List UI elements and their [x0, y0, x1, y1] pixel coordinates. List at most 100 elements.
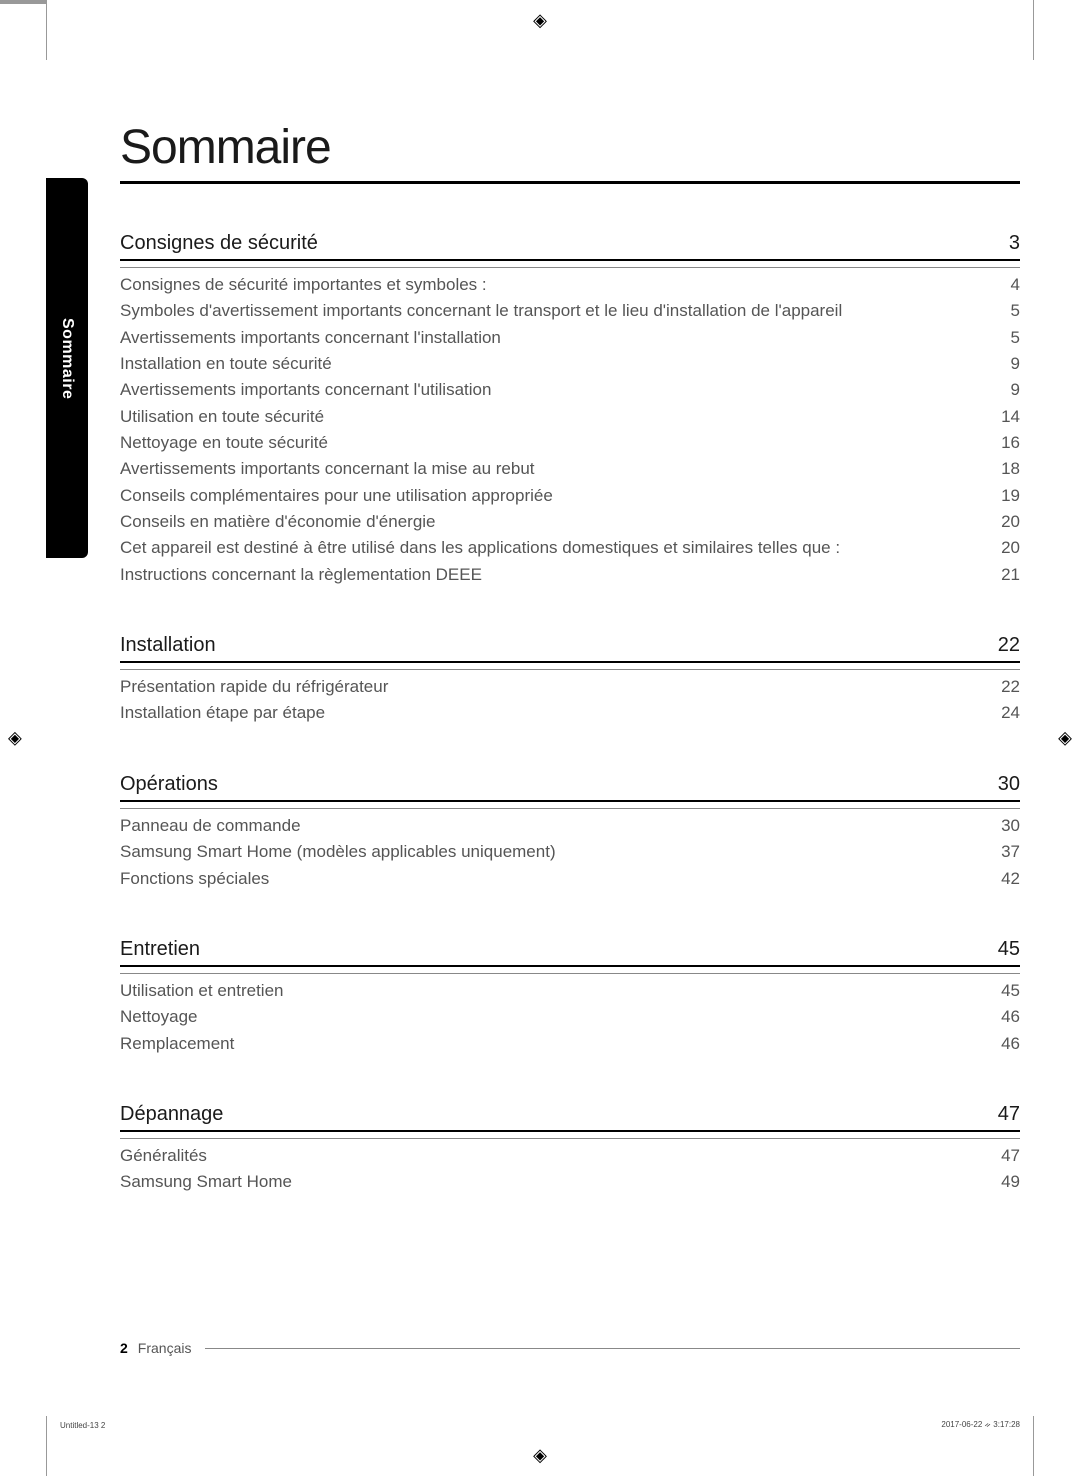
toc-subrule: [120, 669, 1020, 670]
toc-entry-label: Panneau de commande: [120, 813, 1001, 839]
toc-section: Opérations30 Panneau de commande30Samsung…: [120, 773, 1020, 892]
toc-entry-page: 14: [1001, 404, 1020, 430]
registration-mark-left-icon: ◈: [8, 728, 22, 749]
toc-entry-page: 30: [1001, 813, 1020, 839]
toc-entry-page: 9: [1011, 351, 1020, 377]
toc-section-header: Dépannage 47: [120, 1103, 1020, 1132]
toc-section-title: Dépannage: [120, 1103, 223, 1126]
toc-entry-page: 20: [1001, 535, 1020, 561]
page-content: Sommaire Consignes de sécurité3Consignes…: [120, 120, 1020, 1356]
page-footer: 2 Français: [120, 1340, 1020, 1356]
toc-entry-page: 9: [1011, 377, 1020, 403]
toc-entry-label: Conseils en matière d'économie d'énergie: [120, 509, 1001, 535]
toc-entry: Remplacement46: [120, 1031, 1020, 1057]
toc-subrule: [120, 267, 1020, 268]
crop-mark-icon: [1033, 0, 1034, 60]
toc-entry: Consignes de sécurité importantes et sym…: [120, 272, 1020, 298]
toc-section-header: Entretien45: [120, 938, 1020, 967]
toc-subrule: [120, 808, 1020, 809]
toc-entry-page: 21: [1001, 562, 1020, 588]
toc-entry: Présentation rapide du réfrigérateur22: [120, 674, 1020, 700]
toc-entry: Nettoyage46: [120, 1004, 1020, 1030]
toc-section-page: 47: [998, 1103, 1020, 1126]
toc-entry-page: 18: [1001, 456, 1020, 482]
toc-entry-page: 20: [1001, 509, 1020, 535]
toc-entry: Cet appareil est destiné à être utilisé …: [120, 535, 1020, 561]
toc-entry-label: Nettoyage en toute sécurité: [120, 430, 1001, 456]
toc-section: Dépannage47Généralités47Samsung Smart Ho…: [120, 1103, 1020, 1196]
toc-section-page: 22: [998, 634, 1020, 657]
footer-rule: [205, 1348, 1020, 1349]
toc-entry-label: Présentation rapide du réfrigérateur: [120, 674, 1001, 700]
side-tab-label: Sommaire: [58, 318, 76, 399]
toc-entry-label: Avertissements importants concernant l'u…: [120, 377, 1011, 403]
toc-entry: Nettoyage en toute sécurité16: [120, 430, 1020, 456]
title-rule: [120, 181, 1020, 184]
toc-entry: Avertissements importants concernant la …: [120, 456, 1020, 482]
toc-entry-page: 45: [1001, 978, 1020, 1004]
toc-entry-page: 24: [1001, 700, 1020, 726]
crop-mark-icon: [46, 0, 47, 60]
toc-entry: Avertissements importants concernant l'i…: [120, 325, 1020, 351]
crop-mark-icon: [1033, 1416, 1034, 1476]
toc-entry-label: Samsung Smart Home: [120, 1169, 1001, 1195]
toc-entry: Instructions concernant la règlementatio…: [120, 562, 1020, 588]
toc-entry: Conseils complémentaires pour une utilis…: [120, 483, 1020, 509]
toc-entry-label: Instructions concernant la règlementatio…: [120, 562, 1001, 588]
toc-entry-label: Installation en toute sécurité: [120, 351, 1011, 377]
crop-mark-icon: [0, 3, 46, 4]
registration-mark-top-icon: ◈: [533, 10, 547, 31]
toc-entry-label: Remplacement: [120, 1031, 1001, 1057]
toc-section-title: Installation: [120, 634, 216, 657]
toc-entry: Généralités47: [120, 1143, 1020, 1169]
toc-section: Entretien45Utilisation et entretien45Net…: [120, 938, 1020, 1057]
toc-entry: Symboles d'avertissement importants conc…: [120, 298, 1020, 324]
registration-mark-bottom-icon: ◈: [533, 1445, 547, 1466]
toc-entry: Avertissements importants concernant l'u…: [120, 377, 1020, 403]
toc-entry: Utilisation et entretien45: [120, 978, 1020, 1004]
toc-entry-label: Cet appareil est destiné à être utilisé …: [120, 535, 1001, 561]
toc-entry-page: 46: [1001, 1031, 1020, 1057]
toc-entry-page: 46: [1001, 1004, 1020, 1030]
toc-entry-label: Utilisation et entretien: [120, 978, 1001, 1004]
toc-entry-label: Consignes de sécurité importantes et sym…: [120, 272, 1011, 298]
registration-mark-right-icon: ◈: [1058, 728, 1072, 749]
toc-section: Consignes de sécurité3Consignes de sécur…: [120, 232, 1020, 588]
footer-page-number: 2: [120, 1340, 128, 1356]
toc-subrule: [120, 973, 1020, 974]
toc-entry-label: Conseils complémentaires pour une utilis…: [120, 483, 1001, 509]
toc-entry-label: Avertissements importants concernant l'i…: [120, 325, 1011, 351]
side-tab: Sommaire: [46, 178, 88, 558]
toc-entry-label: Nettoyage: [120, 1004, 1001, 1030]
toc-entry: Installation en toute sécurité9: [120, 351, 1020, 377]
toc-entry-page: 37: [1001, 839, 1020, 865]
toc-section-title: Entretien: [120, 938, 200, 961]
toc-entry-label: Généralités: [120, 1143, 1001, 1169]
toc-section-header: Consignes de sécurité 3: [120, 232, 1020, 261]
toc-entry: Conseils en matière d'économie d'énergie…: [120, 509, 1020, 535]
imprint-right: 2017-06-22 ᨀ 3:17:28: [941, 1420, 1020, 1430]
toc-entry: Samsung Smart Home (modèles applicables …: [120, 839, 1020, 865]
page-title: Sommaire: [120, 120, 1020, 175]
toc-entry-page: 42: [1001, 866, 1020, 892]
toc-entry: Samsung Smart Home49: [120, 1169, 1020, 1195]
toc-entry-label: Fonctions spéciales: [120, 866, 1001, 892]
toc-entry-page: 5: [1011, 298, 1020, 324]
toc-entry-page: 47: [1001, 1143, 1020, 1169]
footer-language: Français: [138, 1340, 192, 1356]
toc-section-header: Opérations30: [120, 773, 1020, 802]
toc-entry-page: 49: [1001, 1169, 1020, 1195]
toc-section-title: Consignes de sécurité: [120, 232, 318, 255]
crop-mark-icon: [46, 1416, 47, 1476]
toc-entry-label: Utilisation en toute sécurité: [120, 404, 1001, 430]
toc-entry-page: 4: [1011, 272, 1020, 298]
toc-entry-label: Avertissements importants concernant la …: [120, 456, 1001, 482]
toc-entry: Utilisation en toute sécurité14: [120, 404, 1020, 430]
toc-entry-label: Symboles d'avertissement importants conc…: [120, 298, 1011, 324]
toc-subrule: [120, 1138, 1020, 1139]
toc-section-page: 3: [1009, 232, 1020, 255]
toc-section-title: Opérations: [120, 773, 218, 796]
toc-section: Installation 22 Présentation rapide du réf…: [120, 634, 1020, 727]
toc-entry: Fonctions spéciales42: [120, 866, 1020, 892]
toc-entry-page: 16: [1001, 430, 1020, 456]
